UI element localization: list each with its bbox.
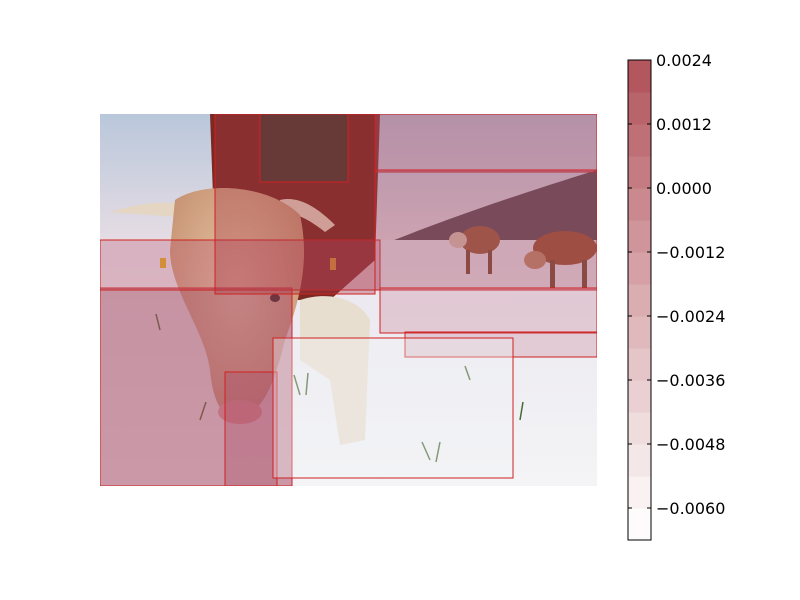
colorbar-band <box>628 412 651 445</box>
colorbar-tick-label: −0.0036 <box>656 371 725 390</box>
overlay-box <box>379 287 597 334</box>
overlay-box <box>100 239 381 291</box>
overlay-box <box>404 331 597 358</box>
colorbar-band <box>628 188 651 221</box>
colorbar-frame <box>627 59 652 541</box>
overlay-box <box>259 114 349 183</box>
colorbar-tick-label: 0.0012 <box>656 115 712 134</box>
colorbar-tick-label: −0.0012 <box>656 243 725 262</box>
colorbar-tick-label: −0.0048 <box>656 435 725 454</box>
overlay-box <box>272 337 514 479</box>
colorbar-band <box>628 508 651 541</box>
colorbar-bands <box>628 60 651 541</box>
colorbar-band <box>628 92 651 125</box>
colorbar-band <box>628 124 651 157</box>
colorbar-band <box>628 380 651 413</box>
colorbar-band <box>628 476 651 509</box>
colorbar: 0.0024 0.0012 0.0000 −0.0012 −0.0024 −0.0036 −… <box>627 51 725 541</box>
colorbar-band <box>628 316 651 349</box>
colorbar-band <box>628 220 651 253</box>
overlay-box <box>100 287 293 486</box>
colorbar-ticks: 0.0024 0.0012 0.0000 −0.0012 −0.0024 −0.0036 −… <box>628 51 725 518</box>
saliency-overlay <box>100 114 597 486</box>
distant-cow-1 <box>449 226 500 274</box>
colorbar-band <box>628 156 651 189</box>
overlay-box <box>374 114 597 173</box>
colorbar-tick-label: 0.0000 <box>656 179 712 198</box>
colorbar-band <box>628 60 651 93</box>
distant-cow-2 <box>524 231 597 288</box>
overlay-box <box>224 371 278 486</box>
colorbar-band <box>628 444 651 477</box>
colorbar-tick-label: 0.0024 <box>656 51 712 70</box>
overlay-box <box>374 169 597 291</box>
colorbar-band <box>628 252 651 285</box>
colorbar-band <box>628 284 651 317</box>
colorbar-tick-label: −0.0024 <box>656 307 725 326</box>
colorbar-band <box>628 348 651 381</box>
colorbar-tick-label: −0.0060 <box>656 499 725 518</box>
